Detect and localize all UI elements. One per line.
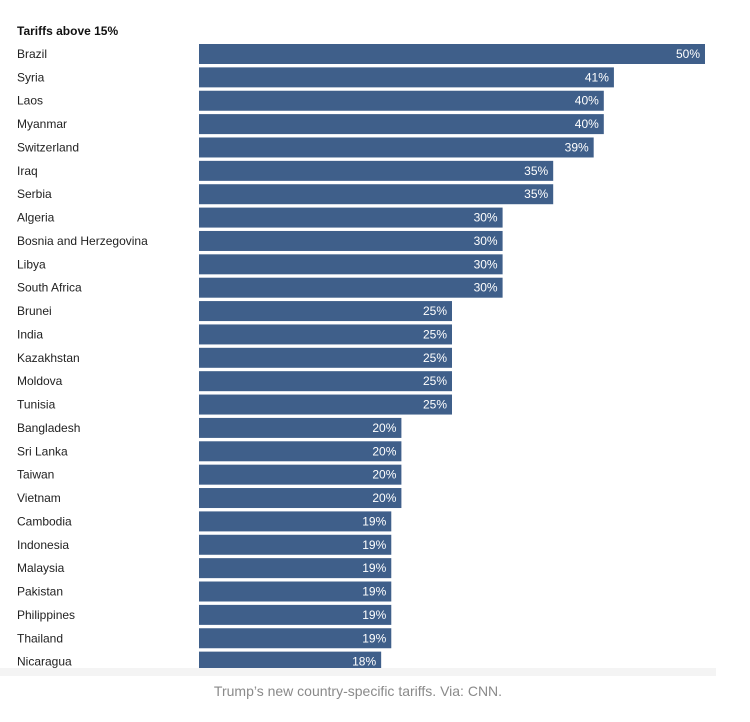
bar-libya — [199, 254, 503, 275]
value-label-nicaragua: 18% — [352, 655, 376, 669]
value-label-algeria: 30% — [474, 211, 498, 225]
bar-indonesia — [199, 534, 392, 555]
category-label-serbia: Serbia — [17, 187, 52, 201]
bar-laos — [199, 90, 604, 111]
bar-myanmar — [199, 114, 604, 135]
value-label-iraq: 35% — [524, 164, 548, 178]
category-label-bangladesh: Bangladesh — [17, 421, 80, 435]
category-label-nicaragua: Nicaragua — [17, 655, 72, 669]
category-label-malaysia: Malaysia — [17, 561, 65, 575]
category-label-brazil: Brazil — [17, 47, 47, 61]
category-label-cambodia: Cambodia — [17, 514, 72, 528]
chart-container: Tariffs above 15% Brazil 50% Syria 41% Laos 4… — [17, 24, 705, 672]
value-label-tunisia: 25% — [423, 398, 447, 412]
bar-bosnia-and-herzegovina — [199, 230, 503, 251]
bar-taiwan — [199, 464, 402, 485]
category-label-iraq: Iraq — [17, 164, 38, 178]
bar-cambodia — [199, 511, 392, 532]
category-label-brunei: Brunei — [17, 304, 52, 318]
value-label-serbia: 35% — [524, 187, 548, 201]
bar-nicaragua — [199, 651, 382, 672]
bar-iraq — [199, 160, 554, 181]
category-label-philippines: Philippines — [17, 608, 75, 622]
value-label-libya: 30% — [474, 257, 498, 271]
value-label-moldova: 25% — [423, 374, 447, 388]
category-label-south-africa: South Africa — [17, 281, 82, 295]
category-label-bosnia-and-herzegovina: Bosnia and Herzegovina — [17, 234, 148, 248]
chart-title: Tariffs above 15% — [17, 24, 118, 38]
value-label-myanmar: 40% — [575, 117, 599, 131]
value-label-india: 25% — [423, 327, 447, 341]
value-label-sri-lanka: 20% — [372, 444, 396, 458]
bar-sri-lanka — [199, 441, 402, 462]
value-label-pakistan: 19% — [362, 585, 386, 599]
category-label-vietnam: Vietnam — [17, 491, 61, 505]
value-label-bosnia-and-herzegovina: 30% — [474, 234, 498, 248]
category-label-tunisia: Tunisia — [17, 398, 56, 412]
category-label-laos: Laos — [17, 94, 43, 108]
category-label-libya: Libya — [17, 257, 46, 271]
figure-caption: Trump’s new country-specific tariffs. Vi… — [0, 676, 716, 722]
value-label-philippines: 19% — [362, 608, 386, 622]
category-label-myanmar: Myanmar — [17, 117, 67, 131]
bar-bangladesh — [199, 417, 402, 438]
value-label-indonesia: 19% — [362, 538, 386, 552]
bar-chart: Tariffs above 15% Brazil 50% Syria 41% Laos 4… — [17, 24, 705, 672]
value-label-laos: 40% — [575, 94, 599, 108]
category-label-switzerland: Switzerland — [17, 140, 79, 154]
bar-brunei — [199, 301, 452, 322]
category-label-sri-lanka: Sri Lanka — [17, 444, 68, 458]
bar-switzerland — [199, 137, 594, 158]
category-label-moldova: Moldova — [17, 374, 63, 388]
value-label-vietnam: 20% — [372, 491, 396, 505]
value-label-switzerland: 39% — [565, 140, 589, 154]
bar-philippines — [199, 604, 392, 625]
bar-vietnam — [199, 488, 402, 509]
value-label-south-africa: 30% — [474, 281, 498, 295]
bar-malaysia — [199, 558, 392, 579]
value-label-malaysia: 19% — [362, 561, 386, 575]
category-label-kazakhstan: Kazakhstan — [17, 351, 80, 365]
bar-south-africa — [199, 277, 503, 298]
value-label-brunei: 25% — [423, 304, 447, 318]
caption-divider — [0, 668, 716, 676]
category-label-algeria: Algeria — [17, 211, 55, 225]
bar-serbia — [199, 184, 554, 205]
category-label-indonesia: Indonesia — [17, 538, 69, 552]
value-label-thailand: 19% — [362, 631, 386, 645]
bar-rows: Brazil 50% Syria 41% Laos 40% Myanmar 40% Switze… — [17, 44, 705, 672]
bar-moldova — [199, 371, 452, 392]
value-label-taiwan: 20% — [372, 468, 396, 482]
bar-thailand — [199, 628, 392, 649]
value-label-brazil: 50% — [676, 47, 700, 61]
bar-pakistan — [199, 581, 392, 602]
category-label-syria: Syria — [17, 70, 45, 84]
category-label-pakistan: Pakistan — [17, 585, 63, 599]
value-label-syria: 41% — [585, 70, 609, 84]
bar-tunisia — [199, 394, 452, 415]
value-label-cambodia: 19% — [362, 514, 386, 528]
bar-syria — [199, 67, 614, 88]
bar-india — [199, 324, 452, 345]
category-label-thailand: Thailand — [17, 631, 63, 645]
value-label-bangladesh: 20% — [372, 421, 396, 435]
category-label-india: India — [17, 327, 43, 341]
bar-algeria — [199, 207, 503, 228]
value-label-kazakhstan: 25% — [423, 351, 447, 365]
bar-kazakhstan — [199, 347, 452, 368]
category-label-taiwan: Taiwan — [17, 468, 54, 482]
bar-brazil — [199, 44, 705, 64]
